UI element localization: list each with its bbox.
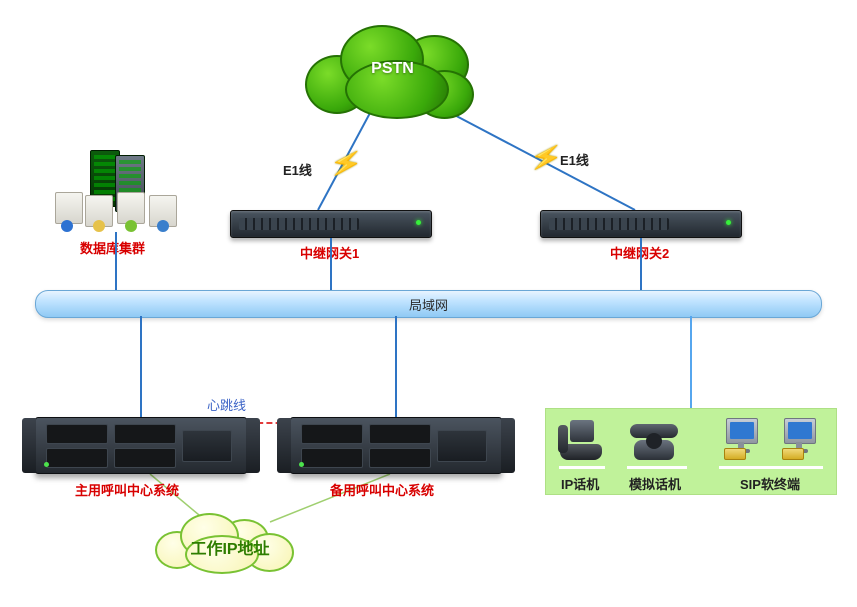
cloud-pstn: PSTN xyxy=(305,15,480,125)
sip-soft-terminal-icon-1 xyxy=(720,418,762,460)
edge-label-e1-right: E1线 xyxy=(560,150,589,169)
line-db-lan xyxy=(115,232,117,290)
line-gw1-lan xyxy=(330,238,332,290)
cloud-working-ip: 工作IP地址 xyxy=(155,505,305,577)
db-cluster xyxy=(55,150,185,230)
server-main-label: 主用呼叫中心系统 xyxy=(75,480,179,499)
underline-sip xyxy=(719,466,823,469)
endpoint-label-sip: SIP软终端 xyxy=(740,474,800,493)
heartbeat-label: 心跳线 xyxy=(207,395,246,414)
line-lan-server-bak xyxy=(395,316,397,417)
endpoint-label-analog: 模拟话机 xyxy=(629,474,681,493)
server-backup xyxy=(290,417,502,474)
gateway-2 xyxy=(540,210,742,238)
sip-soft-terminal-icon-2 xyxy=(778,418,820,460)
bolt-e1-left: ⚡ xyxy=(327,145,365,182)
line-gw2-lan xyxy=(640,238,642,290)
underline-ipphone xyxy=(559,466,605,469)
analog-phone-icon xyxy=(630,424,678,460)
endpoint-label-ip: IP话机 xyxy=(561,474,599,493)
edge-label-e1-left: E1线 xyxy=(283,160,312,179)
line-lan-server-main xyxy=(140,316,142,417)
cloud-working-ip-label: 工作IP地址 xyxy=(155,535,305,559)
server-backup-label: 备用呼叫中心系统 xyxy=(330,480,434,499)
line-lan-endpoints xyxy=(690,316,692,408)
lan-pipe: 局域网 xyxy=(35,290,822,318)
gateway-1 xyxy=(230,210,432,238)
ip-phone-icon xyxy=(560,420,602,460)
cloud-pstn-label: PSTN xyxy=(305,60,480,78)
lan-label: 局域网 xyxy=(36,295,821,314)
server-main xyxy=(35,417,247,474)
underline-analog xyxy=(627,466,687,469)
db-cluster-label: 数据库集群 xyxy=(80,238,145,257)
